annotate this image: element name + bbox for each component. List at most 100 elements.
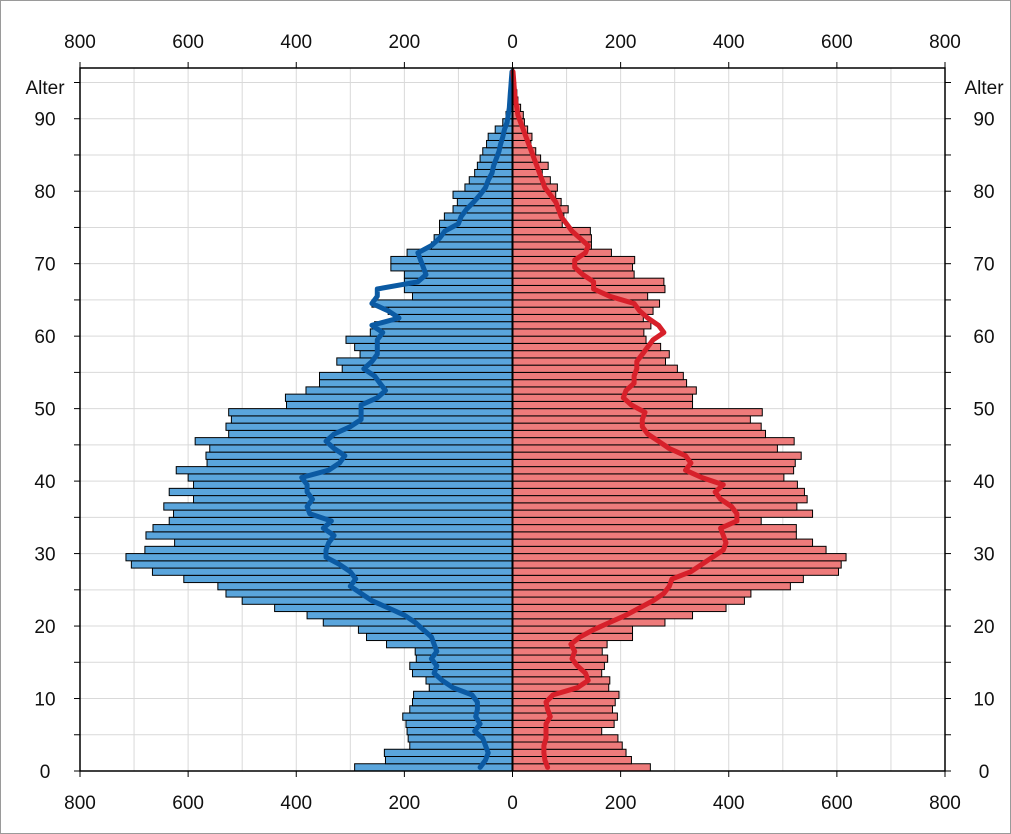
bar-right bbox=[512, 473, 785, 482]
bar-right bbox=[512, 183, 558, 192]
bar-right bbox=[512, 567, 839, 576]
bar-left bbox=[183, 574, 514, 584]
bar-right bbox=[512, 429, 767, 439]
bar-right bbox=[512, 661, 605, 671]
bar-right bbox=[512, 241, 592, 250]
bar-right bbox=[512, 292, 649, 301]
bar-right bbox=[512, 219, 563, 228]
y-tick-label-right: 20 bbox=[973, 617, 994, 638]
x-tick-label-top: 0 bbox=[507, 32, 518, 53]
bar-right bbox=[512, 313, 644, 323]
bar-left bbox=[168, 487, 513, 497]
bar-right bbox=[512, 545, 827, 555]
bar-left bbox=[371, 299, 513, 308]
bar-left bbox=[193, 480, 513, 489]
y-tick-label-right: 70 bbox=[973, 255, 994, 276]
bar-left bbox=[374, 321, 513, 330]
x-tick-label-bottom: 600 bbox=[821, 793, 853, 814]
bar-right bbox=[512, 553, 847, 562]
bar-right bbox=[512, 596, 745, 605]
bar-right bbox=[512, 618, 666, 627]
bar-right bbox=[512, 705, 614, 714]
bar-right bbox=[512, 379, 688, 388]
x-tick-label-bottom: 400 bbox=[280, 793, 312, 814]
bar-right bbox=[512, 284, 666, 294]
bar-right bbox=[512, 480, 798, 489]
x-tick-label-bottom: 200 bbox=[389, 793, 421, 814]
bar-right bbox=[512, 676, 611, 685]
y-tick-label-left: 50 bbox=[34, 400, 55, 421]
bar-right bbox=[512, 306, 654, 315]
bar-right bbox=[512, 756, 632, 765]
y-tick-label-left: 10 bbox=[34, 690, 55, 711]
bar-right bbox=[512, 560, 842, 569]
x-tick-label-top: 400 bbox=[280, 32, 312, 53]
y-tick-label-right: 60 bbox=[973, 327, 994, 348]
bar-right bbox=[512, 531, 797, 540]
x-tick-label-bottom: 800 bbox=[64, 793, 96, 814]
bar-right bbox=[512, 640, 608, 649]
bar-left bbox=[390, 263, 513, 272]
bar-left bbox=[354, 763, 514, 772]
bar-right bbox=[512, 524, 797, 533]
bar-left bbox=[228, 429, 513, 439]
x-tick-label-bottom: 200 bbox=[605, 793, 637, 814]
y-tick-label-right: 10 bbox=[973, 690, 994, 711]
y-axis-label-left: Alter bbox=[25, 78, 65, 99]
bar-left bbox=[125, 553, 513, 562]
bar-right bbox=[512, 270, 635, 279]
bar-right bbox=[512, 371, 684, 381]
bar-right bbox=[512, 516, 762, 526]
bar-left bbox=[384, 756, 513, 765]
bar-right bbox=[512, 400, 694, 410]
bar-left bbox=[206, 458, 513, 468]
bar-left bbox=[387, 306, 513, 315]
y-tick-label-left: 90 bbox=[34, 110, 55, 131]
bars-right bbox=[512, 67, 847, 772]
bar-right bbox=[512, 712, 618, 721]
bar-left bbox=[193, 495, 513, 504]
bar-right bbox=[512, 574, 804, 584]
bar-right bbox=[512, 495, 808, 504]
bar-left bbox=[409, 741, 513, 750]
bar-left bbox=[318, 379, 514, 388]
bar-left bbox=[152, 524, 513, 533]
bar-left bbox=[411, 698, 513, 707]
bar-left bbox=[386, 640, 513, 649]
bar-left bbox=[443, 212, 514, 221]
y-tick-label-left: 20 bbox=[34, 617, 55, 638]
bar-right bbox=[512, 422, 762, 431]
bar-left bbox=[286, 400, 513, 410]
axes bbox=[74, 62, 951, 777]
bar-right bbox=[512, 226, 591, 236]
bar-left bbox=[428, 683, 513, 692]
bar-left bbox=[411, 669, 513, 678]
x-tick-label-bottom: 400 bbox=[713, 793, 745, 814]
series-line-right bbox=[510, 69, 740, 770]
bar-right bbox=[512, 466, 795, 475]
y-tick-label-left: 70 bbox=[34, 255, 55, 276]
bar-right bbox=[512, 502, 798, 511]
bar-left bbox=[405, 719, 514, 729]
y-tick-label-right: 50 bbox=[973, 400, 994, 421]
bar-left bbox=[345, 335, 513, 344]
y-tick-label-right: 30 bbox=[973, 545, 994, 566]
bar-right bbox=[512, 458, 796, 468]
bar-right bbox=[512, 727, 603, 736]
bar-right bbox=[512, 763, 651, 772]
bar-right bbox=[512, 589, 752, 598]
bar-right bbox=[512, 328, 645, 337]
bar-left bbox=[209, 444, 513, 453]
bar-left bbox=[411, 292, 513, 301]
bar-right bbox=[512, 342, 662, 352]
bar-right bbox=[512, 719, 615, 729]
bar-left bbox=[357, 625, 513, 634]
bar-right bbox=[512, 603, 727, 613]
bar-right bbox=[512, 654, 609, 663]
bar-right bbox=[512, 487, 805, 497]
bar-left bbox=[414, 647, 513, 656]
x-tick-label-bottom: 600 bbox=[172, 793, 204, 814]
bar-left bbox=[433, 234, 513, 243]
bar-right bbox=[512, 386, 697, 395]
bar-right bbox=[512, 741, 623, 750]
